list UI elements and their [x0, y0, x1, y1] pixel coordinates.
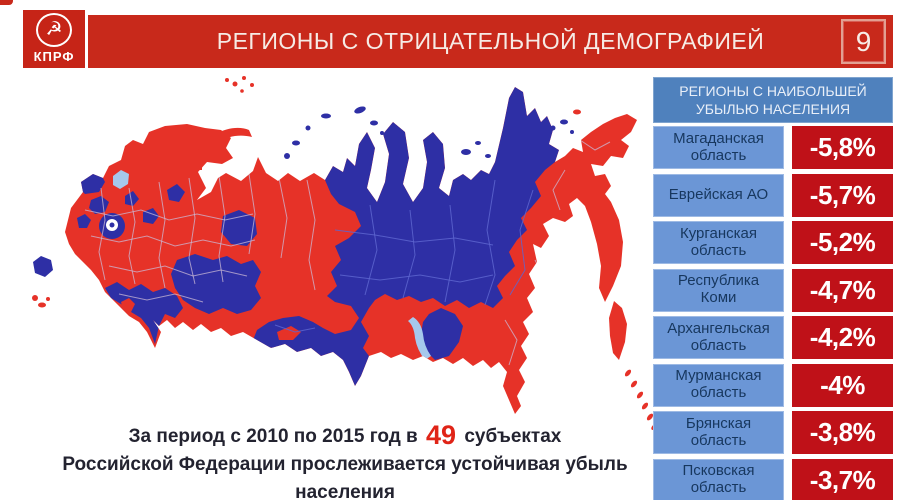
table-row: Республика Коми -4,7%: [653, 268, 893, 312]
title-banner: РЕГИОНЫ С ОТРИЦАТЕЛЬНОЙ ДЕМОГРАФИЕЙ 9: [88, 15, 893, 68]
region-cell: Курганская область: [653, 221, 784, 264]
region-cell: Республика Коми: [653, 268, 784, 312]
value-cell: -3,8%: [792, 411, 893, 454]
region-cell: Брянская область: [653, 411, 784, 454]
table-row: Магаданская область -5,8%: [653, 126, 893, 169]
region-cell: Еврейская АО: [653, 173, 784, 217]
siberia-region: [253, 87, 559, 386]
crimea-specks: [32, 295, 50, 308]
region-cell: Архангельская область: [653, 316, 784, 359]
value-cell: -4,2%: [792, 316, 893, 359]
moscow-region: [99, 213, 125, 239]
wrangel-island: [573, 109, 581, 115]
caucasus-region: [105, 282, 183, 344]
bottom-caption: За период с 2010 по 2015 год в 49 субъек…: [30, 421, 660, 500]
value-cell: -3,7%: [792, 458, 893, 500]
table-header: РЕГИОНЫ С НАИБОЛЬШЕЙ УБЫЛЬЮ НАСЕЛЕНИЯ: [653, 77, 893, 123]
hammer-sickle-icon: ☭: [45, 17, 63, 40]
novaya-zemlya: [194, 127, 252, 170]
hammer-sickle-emblem-icon: ☭: [36, 13, 72, 47]
kprf-logo-label: КПРФ: [33, 49, 75, 64]
value-cell: -5,8%: [792, 126, 893, 169]
table-row: Курганская область -5,2%: [653, 221, 893, 264]
region-cell: Магаданская область: [653, 126, 784, 169]
page-title: РЕГИОНЫ С ОТРИЦАТЕЛЬНОЙ ДЕМОГРАФИЕЙ: [216, 28, 765, 54]
region-borders-blue: [274, 179, 534, 333]
corner-mark: [0, 0, 13, 5]
decline-table: РЕГИОНЫ С НАИБОЛЬШЕЙ УБЫЛЬЮ НАСЕЛЕНИЯ Ма…: [653, 77, 893, 500]
value-cell: -5,7%: [792, 173, 893, 217]
value-cell: -4,7%: [792, 268, 893, 312]
value-cell: -4%: [792, 363, 893, 407]
russia-demography-map: [25, 70, 665, 455]
region-cell: Мурманская область: [653, 363, 784, 407]
region-cell: Псковская область: [653, 458, 784, 500]
kprf-logo: ☭ КПРФ: [23, 10, 85, 68]
caption-line1-prefix: За период с 2010 по 2015 год в: [128, 426, 418, 447]
table-row: Псковская область -3,7%: [653, 458, 893, 500]
russia-map-svg: [32, 76, 657, 430]
lake-baikal: [408, 317, 431, 360]
table-row: Архангельская область -4,2%: [653, 316, 893, 359]
arctic-islands-red: [225, 76, 581, 115]
caption-line1-suffix: субъектах: [464, 426, 562, 447]
table-row: Еврейская АО -5,7%: [653, 173, 893, 217]
page-number-badge: 9: [841, 19, 886, 64]
positive-regions-layer: [77, 87, 611, 386]
arctic-islands-blue: [33, 106, 574, 277]
table-row: Мурманская область -4%: [653, 363, 893, 407]
lightblue-region: [113, 170, 129, 189]
caption-highlight-count: 49: [426, 420, 457, 450]
kaliningrad-region: [33, 256, 53, 277]
buryatia-region: [421, 308, 463, 360]
sakhalin-island: [609, 301, 627, 360]
value-cell: -5,2%: [792, 221, 893, 264]
region-borders-red: [84, 139, 611, 366]
table-row: Брянская область -3,8%: [653, 411, 893, 454]
caption-line2: Российской Федерации прослеживается усто…: [62, 454, 628, 500]
